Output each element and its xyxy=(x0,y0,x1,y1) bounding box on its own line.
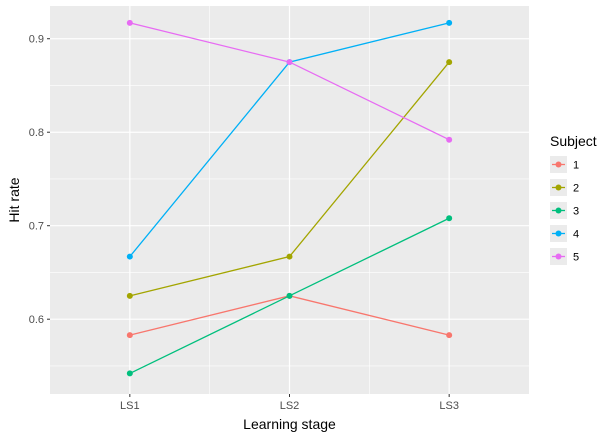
legend-key-point-3 xyxy=(555,207,562,214)
major-gridlines xyxy=(50,6,529,394)
data-point-2 xyxy=(126,292,133,299)
data-point-2 xyxy=(446,59,453,66)
data-point-5 xyxy=(126,19,133,26)
legend-label-1: 1 xyxy=(573,160,579,172)
legend-key-point-5 xyxy=(555,253,562,260)
series-layer xyxy=(126,19,453,377)
y-axis: 0.6 0.7 0.8 0.9 xyxy=(29,34,50,326)
y-tick-label: 0.6 xyxy=(29,314,44,326)
legend-label-2: 2 xyxy=(573,183,579,195)
y-tick-label: 0.9 xyxy=(29,34,44,46)
x-axis: LS1 LS2 LS3 xyxy=(120,394,459,412)
x-tick-label: LS3 xyxy=(439,400,459,412)
legend-key-point-1 xyxy=(555,161,562,168)
legend-key-point-4 xyxy=(555,230,562,237)
legend-key-point-2 xyxy=(555,184,562,191)
legend-label-4: 4 xyxy=(573,229,579,241)
data-point-4 xyxy=(446,19,453,26)
x-tick-label: LS2 xyxy=(280,400,300,412)
y-axis-title: Hit rate xyxy=(6,177,22,222)
data-point-3 xyxy=(286,292,293,299)
x-axis-title: Learning stage xyxy=(243,416,336,432)
legend: Subject 1 2 3 4 5 xyxy=(550,133,597,265)
data-point-5 xyxy=(446,136,453,143)
x-tick-label: LS1 xyxy=(120,400,140,412)
data-point-5 xyxy=(286,59,293,66)
data-point-4 xyxy=(126,253,133,260)
y-tick-label: 0.8 xyxy=(29,127,44,139)
data-point-3 xyxy=(446,215,453,222)
data-point-1 xyxy=(126,332,133,339)
legend-label-5: 5 xyxy=(573,252,579,264)
legend-label-3: 3 xyxy=(573,206,579,218)
data-point-1 xyxy=(446,332,453,339)
data-point-3 xyxy=(126,370,133,377)
legend-title: Subject xyxy=(550,133,597,149)
y-tick-label: 0.7 xyxy=(29,221,44,233)
data-point-2 xyxy=(286,253,293,260)
